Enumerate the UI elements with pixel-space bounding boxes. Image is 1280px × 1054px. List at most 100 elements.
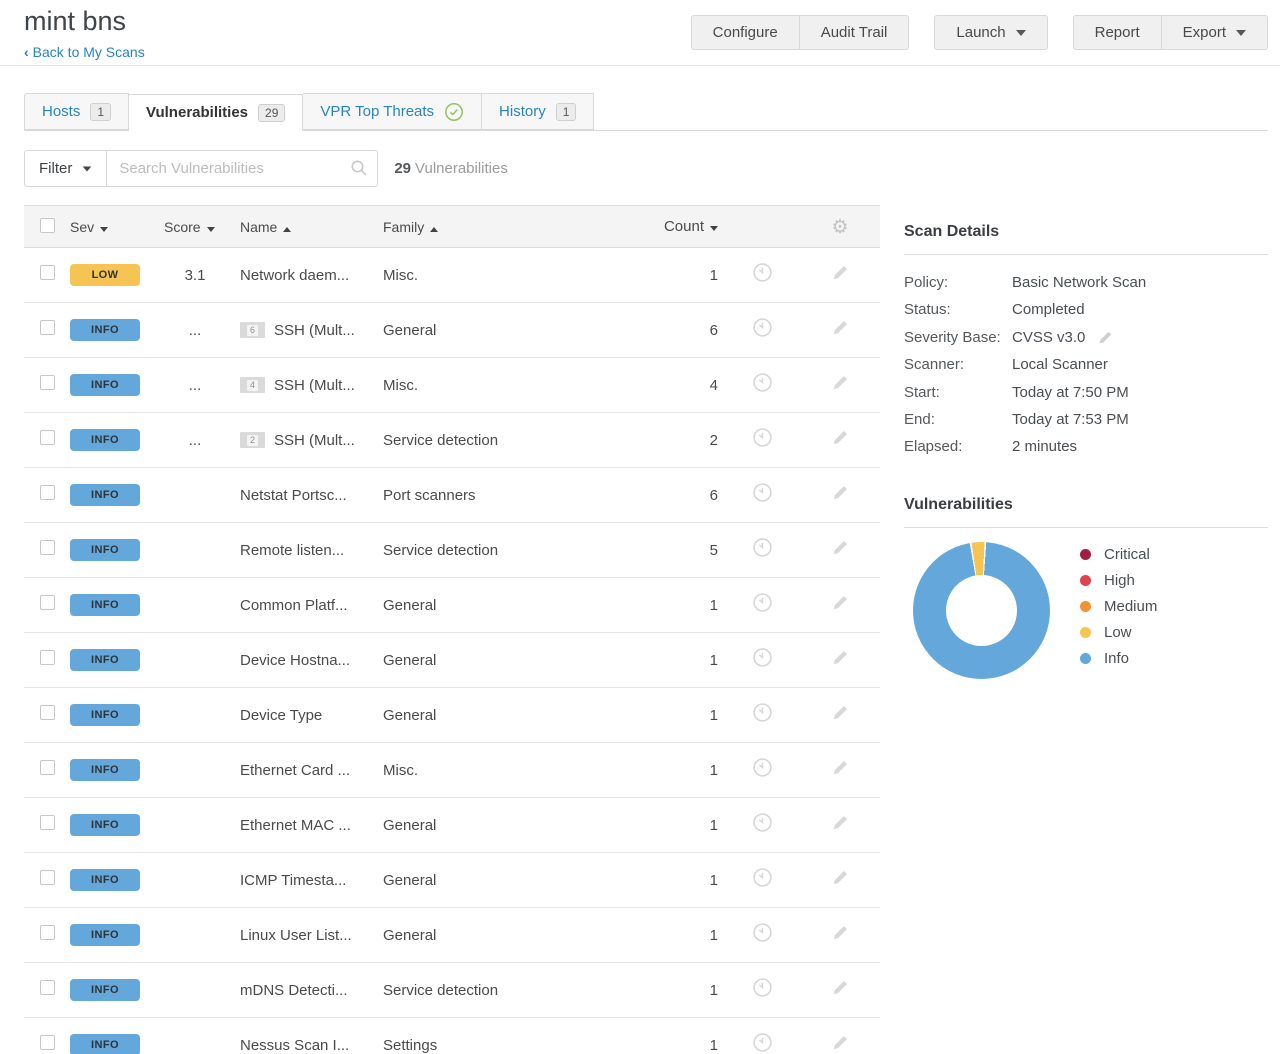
chart-legend: CriticalHighMediumLowInfo (1080, 546, 1157, 679)
back-to-my-scans-link[interactable]: ‹Back to My Scans (24, 44, 145, 60)
severity-badge: INFO (70, 924, 140, 946)
row-checkbox[interactable] (40, 540, 55, 555)
pencil-icon[interactable] (831, 593, 850, 612)
clock-icon[interactable] (752, 537, 773, 558)
vulnerability-name: Common Platf... (240, 597, 348, 614)
clock-icon[interactable] (752, 427, 773, 448)
table-row[interactable]: INFO Linux User List... General 1 (24, 908, 880, 963)
clock-icon[interactable] (752, 592, 773, 613)
clock-icon[interactable] (752, 1032, 773, 1053)
vulnerability-name: Device Type (240, 707, 322, 724)
row-checkbox[interactable] (40, 980, 55, 995)
pencil-icon[interactable] (831, 703, 850, 722)
tab-vpr-top-threats[interactable]: VPR Top Threats (303, 93, 482, 130)
table-row[interactable]: LOW 3.1 Network daem... Misc. 1 (24, 248, 880, 303)
clock-icon[interactable] (752, 372, 773, 393)
pencil-icon[interactable] (831, 428, 850, 447)
row-checkbox[interactable] (40, 485, 55, 500)
pencil-icon[interactable] (831, 813, 850, 832)
legend-dot-icon (1080, 627, 1091, 638)
row-checkbox[interactable] (40, 650, 55, 665)
column-header-family[interactable]: Family (383, 219, 644, 235)
clock-icon[interactable] (752, 757, 773, 778)
tab-count-badge: 1 (90, 103, 111, 121)
clock-icon[interactable] (752, 812, 773, 833)
tab-hosts[interactable]: Hosts1 (24, 93, 129, 130)
pencil-icon[interactable] (831, 1033, 850, 1052)
clock-icon[interactable] (752, 702, 773, 723)
row-checkbox[interactable] (40, 430, 55, 445)
folder-icon: 2 (240, 432, 265, 448)
pencil-icon[interactable] (831, 373, 850, 392)
clock-icon[interactable] (752, 647, 773, 668)
row-checkbox[interactable] (40, 1035, 55, 1050)
table-row[interactable]: INFO Nessus Scan I... Settings 1 (24, 1018, 880, 1054)
table-row[interactable]: INFO ICMP Timesta... General 1 (24, 853, 880, 908)
clock-icon[interactable] (752, 317, 773, 338)
filter-bar: Filter 29Vulnerabilities (24, 150, 1280, 187)
edit-pencil-icon[interactable] (1097, 329, 1114, 346)
table-row[interactable]: INFO Device Hostna... General 1 (24, 633, 880, 688)
configure-button[interactable]: Configure (691, 15, 800, 50)
tab-vulnerabilities[interactable]: Vulnerabilities29 (129, 94, 303, 131)
table-row[interactable]: INFO Remote listen... Service detection … (24, 523, 880, 578)
table-row[interactable]: INFO Common Platf... General 1 (24, 578, 880, 633)
row-checkbox[interactable] (40, 870, 55, 885)
report-button[interactable]: Report (1073, 15, 1162, 50)
row-checkbox[interactable] (40, 595, 55, 610)
column-header-sev[interactable]: Sev (70, 219, 164, 235)
pencil-icon[interactable] (831, 263, 850, 282)
clock-icon[interactable] (752, 922, 773, 943)
clock-icon[interactable] (752, 867, 773, 888)
clock-icon[interactable] (752, 977, 773, 998)
count-cell: 4 (644, 377, 724, 394)
column-header-name[interactable]: Name (240, 219, 383, 235)
row-checkbox[interactable] (40, 705, 55, 720)
pencil-icon[interactable] (831, 483, 850, 502)
tab-history[interactable]: History1 (482, 93, 594, 130)
table-row[interactable]: INFO mDNS Detecti... Service detection 1 (24, 963, 880, 1018)
row-checkbox[interactable] (40, 320, 55, 335)
search-input[interactable] (106, 150, 378, 187)
vulnerability-name: Netstat Portsc... (240, 487, 347, 504)
divider (904, 254, 1268, 255)
row-checkbox[interactable] (40, 265, 55, 280)
gear-icon[interactable]: ⚙ (831, 216, 848, 238)
severity-badge: INFO (70, 649, 140, 671)
row-checkbox[interactable] (40, 760, 55, 775)
legend-dot-icon (1080, 653, 1091, 664)
detail-value: Today at 7:53 PM (1012, 406, 1129, 433)
column-header-score[interactable]: Score (164, 219, 240, 235)
clock-icon[interactable] (752, 262, 773, 283)
table-row[interactable]: INFO Ethernet MAC ... General 1 (24, 798, 880, 853)
select-all-checkbox[interactable] (40, 218, 55, 233)
family-cell: General (383, 707, 644, 724)
table-row[interactable]: INFO Netstat Portsc... Port scanners 6 (24, 468, 880, 523)
pencil-icon[interactable] (831, 923, 850, 942)
clock-icon[interactable] (752, 482, 773, 503)
vulnerability-name: SSH (Mult... (274, 377, 355, 394)
pencil-icon[interactable] (831, 978, 850, 997)
chevron-down-icon (83, 166, 92, 171)
audit-trail-button[interactable]: Audit Trail (799, 15, 910, 50)
detail-value: Basic Network Scan (1012, 269, 1146, 296)
row-checkbox[interactable] (40, 925, 55, 940)
filter-button[interactable]: Filter (24, 150, 107, 187)
table-row[interactable]: INFO Ethernet Card ... Misc. 1 (24, 743, 880, 798)
row-checkbox[interactable] (40, 815, 55, 830)
vulnerability-name: Nessus Scan I... (240, 1037, 349, 1054)
pencil-icon[interactable] (831, 648, 850, 667)
table-row[interactable]: INFO ... 6 SSH (Mult... General 6 (24, 303, 880, 358)
row-checkbox[interactable] (40, 375, 55, 390)
table-row[interactable]: INFO Device Type General 1 (24, 688, 880, 743)
launch-button[interactable]: Launch (934, 15, 1047, 50)
pencil-icon[interactable] (831, 758, 850, 777)
pencil-icon[interactable] (831, 318, 850, 337)
export-button[interactable]: Export (1161, 15, 1268, 50)
table-row[interactable]: INFO ... 2 SSH (Mult... Service detectio… (24, 413, 880, 468)
pencil-icon[interactable] (831, 538, 850, 557)
column-header-count[interactable]: Count (644, 218, 724, 235)
severity-badge: INFO (70, 594, 140, 616)
table-row[interactable]: INFO ... 4 SSH (Mult... Misc. 4 (24, 358, 880, 413)
pencil-icon[interactable] (831, 868, 850, 887)
